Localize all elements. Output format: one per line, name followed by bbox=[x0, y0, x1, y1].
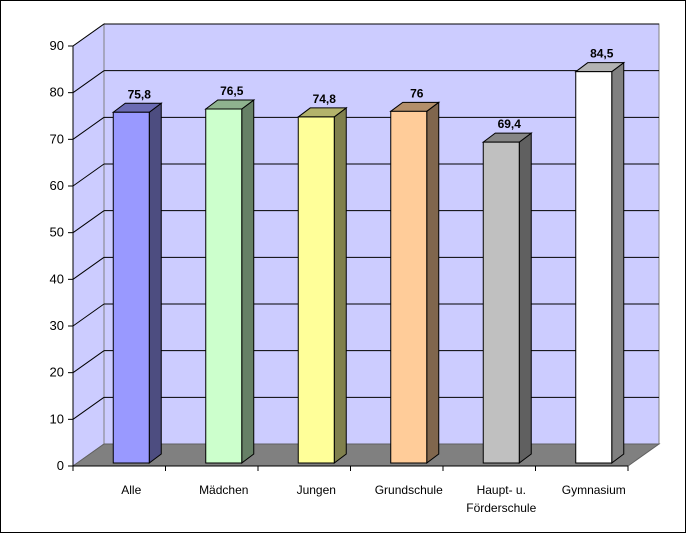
back-wall bbox=[103, 23, 660, 445]
y-tick-label: 20 bbox=[50, 365, 64, 380]
data-label-1: 76,5 bbox=[220, 84, 244, 98]
x-category-label: Förderschule bbox=[466, 501, 536, 515]
gridline-side bbox=[72, 23, 105, 47]
bar-side-5 bbox=[611, 61, 625, 464]
bar-4 bbox=[482, 141, 520, 464]
gridline-side bbox=[72, 163, 105, 187]
bar-side-2 bbox=[333, 106, 347, 464]
y-tick-label: 50 bbox=[50, 225, 64, 240]
y-tick-label: 0 bbox=[57, 458, 64, 473]
y-tick-label: 30 bbox=[50, 318, 64, 333]
y-tick-label: 80 bbox=[50, 85, 64, 100]
y-tick-label: 10 bbox=[50, 411, 64, 426]
gridline-side bbox=[72, 210, 105, 234]
x-category-label: Jungen bbox=[297, 483, 336, 497]
bar-0 bbox=[112, 111, 150, 464]
x-category-label: Mädchen bbox=[199, 483, 248, 497]
gridline-side bbox=[72, 350, 105, 374]
bar-1 bbox=[205, 108, 243, 464]
bar-side-0 bbox=[148, 102, 162, 464]
bar-side-4 bbox=[518, 132, 532, 464]
x-category-label: Gymnasium bbox=[562, 483, 626, 497]
data-label-3: 76 bbox=[410, 86, 424, 100]
y-tick-label: 70 bbox=[50, 131, 64, 146]
bar-2 bbox=[297, 116, 335, 464]
gridline-side bbox=[72, 303, 105, 327]
side-wall bbox=[72, 23, 105, 467]
y-tick-label: 40 bbox=[50, 271, 64, 286]
gridline-side bbox=[72, 396, 105, 420]
gridline-side bbox=[72, 116, 105, 140]
y-tick-label: 90 bbox=[50, 38, 64, 53]
x-category-label: Alle bbox=[121, 483, 141, 497]
data-label-5: 84,5 bbox=[590, 47, 614, 61]
x-category-label: Grundschule bbox=[375, 483, 443, 497]
data-label-0: 75,8 bbox=[128, 87, 152, 101]
y-tick-label: 60 bbox=[50, 178, 64, 193]
data-label-2: 74,8 bbox=[313, 92, 337, 106]
gridline-side bbox=[72, 256, 105, 280]
gridline-side bbox=[72, 70, 105, 94]
data-label-4: 69,4 bbox=[498, 117, 522, 131]
bar-3 bbox=[390, 110, 428, 464]
bar-5 bbox=[575, 71, 613, 464]
x-category-label: Haupt- u. bbox=[477, 483, 526, 497]
bar-side-3 bbox=[426, 101, 440, 464]
bar-side-1 bbox=[241, 99, 255, 464]
